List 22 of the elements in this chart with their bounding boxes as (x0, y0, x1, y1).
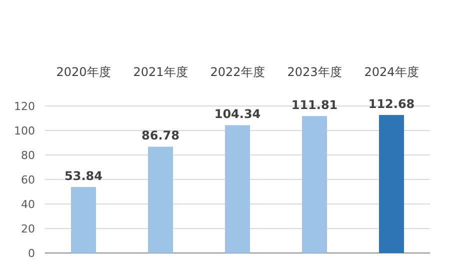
x-tick-label: 2024年度 (364, 65, 419, 79)
x-tick-label: 2022年度 (210, 65, 265, 79)
data-label: 104.34 (214, 107, 261, 122)
bar (148, 146, 173, 253)
data-label: 112.68 (368, 96, 415, 111)
y-tick-label: 20 (21, 222, 35, 236)
y-tick-label: 120 (14, 100, 35, 113)
x-tick-label: 2023年度 (287, 65, 342, 79)
data-label: 86.78 (142, 128, 180, 143)
y-tick-label: 60 (21, 174, 35, 186)
y-tick-label: 100 (14, 124, 35, 138)
data-label: 53.84 (64, 169, 102, 184)
bar (302, 116, 327, 253)
x-tick-label: 2020年度 (56, 65, 111, 79)
bar (225, 125, 250, 253)
data-label: 111.81 (291, 98, 338, 112)
y-tick-label: 40 (21, 198, 35, 211)
x-tick-label: 2021年度 (133, 65, 188, 79)
y-tick-label: 0 (28, 247, 35, 260)
y-tick-label: 80 (21, 149, 35, 162)
bar (71, 187, 96, 253)
bar (379, 114, 404, 253)
